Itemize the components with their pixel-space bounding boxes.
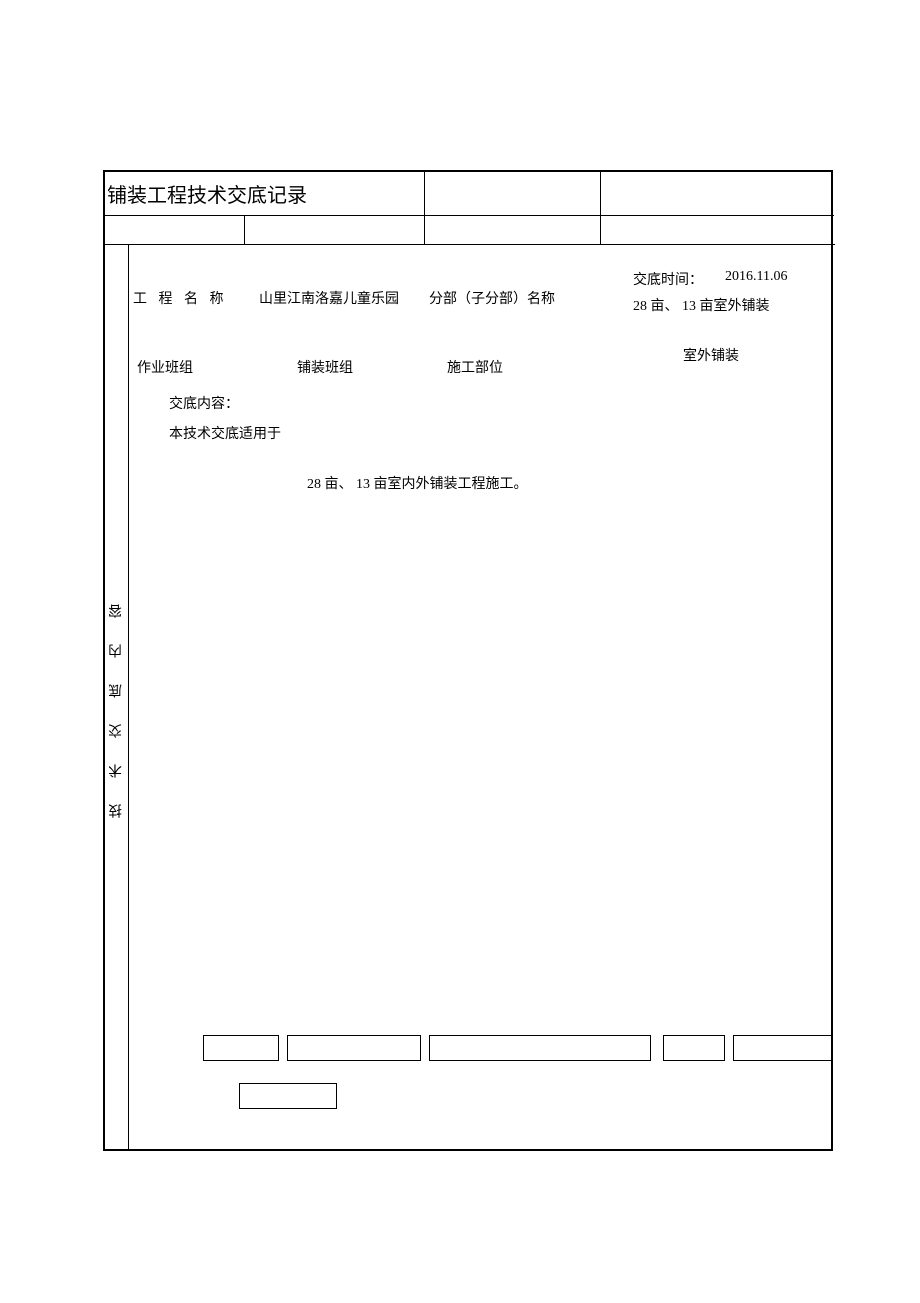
content-label: 交底内容： [169, 393, 239, 413]
header-row-2-cell-3 [425, 216, 601, 245]
scope-detail: 28 亩、 13 亩室内外铺装工程施工。 [307, 473, 528, 493]
subdivision-value: 28 亩、 13 亩室外铺装 [633, 295, 770, 315]
project-name-value: 山里江南洛嘉儿童乐园 [259, 288, 399, 308]
form-container: 铺装工程技术交底记录 技术交底内容 工 程 名 称 山里江南洛嘉儿童乐园 分部（… [103, 170, 833, 1151]
form-title-cell: 铺装工程技术交底记录 [105, 172, 425, 216]
scope-intro: 本技术交底适用于 [169, 423, 281, 443]
location-label: 施工部位 [447, 357, 503, 377]
team-label: 作业班组 [137, 357, 193, 377]
header-row-2-cell-1 [105, 216, 245, 245]
subdivision-label: 分部（子分部）名称 [429, 288, 555, 308]
flow-box-3 [429, 1035, 651, 1061]
vertical-label-column: 技术交底内容 [105, 245, 129, 1151]
flow-box-6 [239, 1083, 337, 1109]
project-name-label: 工 程 名 称 [133, 288, 228, 308]
team-value: 铺装班组 [297, 357, 353, 377]
location-value: 室外铺装 [683, 345, 739, 365]
vertical-label: 技术交底内容 [107, 578, 127, 818]
handover-time-value: 2016.11.06 [725, 269, 787, 285]
header-row-2-cell-2 [245, 216, 425, 245]
top-cell-2 [425, 172, 601, 216]
flow-box-2 [287, 1035, 421, 1061]
header-row-2 [105, 216, 835, 245]
handover-time-label: 交底时间： [633, 269, 703, 289]
content-area: 工 程 名 称 山里江南洛嘉儿童乐园 分部（子分部）名称 交底时间： 2016.… [129, 245, 835, 1151]
top-cell-3 [601, 172, 834, 216]
flow-box-4 [663, 1035, 725, 1061]
flow-box-5 [733, 1035, 833, 1061]
form-title: 铺装工程技术交底记录 [107, 179, 307, 208]
flow-box-1 [203, 1035, 279, 1061]
